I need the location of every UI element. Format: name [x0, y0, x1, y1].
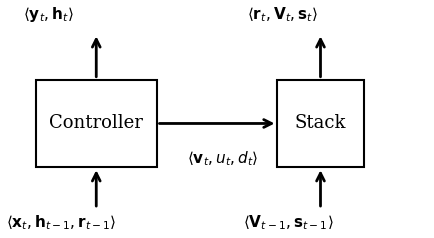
- Text: $\langle \mathbf{y}_t, \mathbf{h}_t \rangle$: $\langle \mathbf{y}_t, \mathbf{h}_t \ran…: [23, 5, 74, 24]
- Text: Controller: Controller: [49, 114, 143, 133]
- Text: Stack: Stack: [295, 114, 346, 133]
- Text: $\langle \mathbf{x}_t, \mathbf{h}_{t-1}, \mathbf{r}_{t-1} \rangle$: $\langle \mathbf{x}_t, \mathbf{h}_{t-1},…: [6, 213, 116, 232]
- Text: $\langle \mathbf{r}_t, \mathbf{V}_t, \mathbf{s}_t \rangle$: $\langle \mathbf{r}_t, \mathbf{V}_t, \ma…: [247, 5, 318, 24]
- Text: $\langle \mathbf{v}_t, u_t, d_t \rangle$: $\langle \mathbf{v}_t, u_t, d_t \rangle$: [187, 149, 258, 168]
- Text: $\langle \mathbf{V}_{t-1}, \mathbf{s}_{t-1} \rangle$: $\langle \mathbf{V}_{t-1}, \mathbf{s}_{t…: [243, 213, 333, 232]
- FancyBboxPatch shape: [277, 79, 364, 167]
- FancyBboxPatch shape: [36, 79, 157, 167]
